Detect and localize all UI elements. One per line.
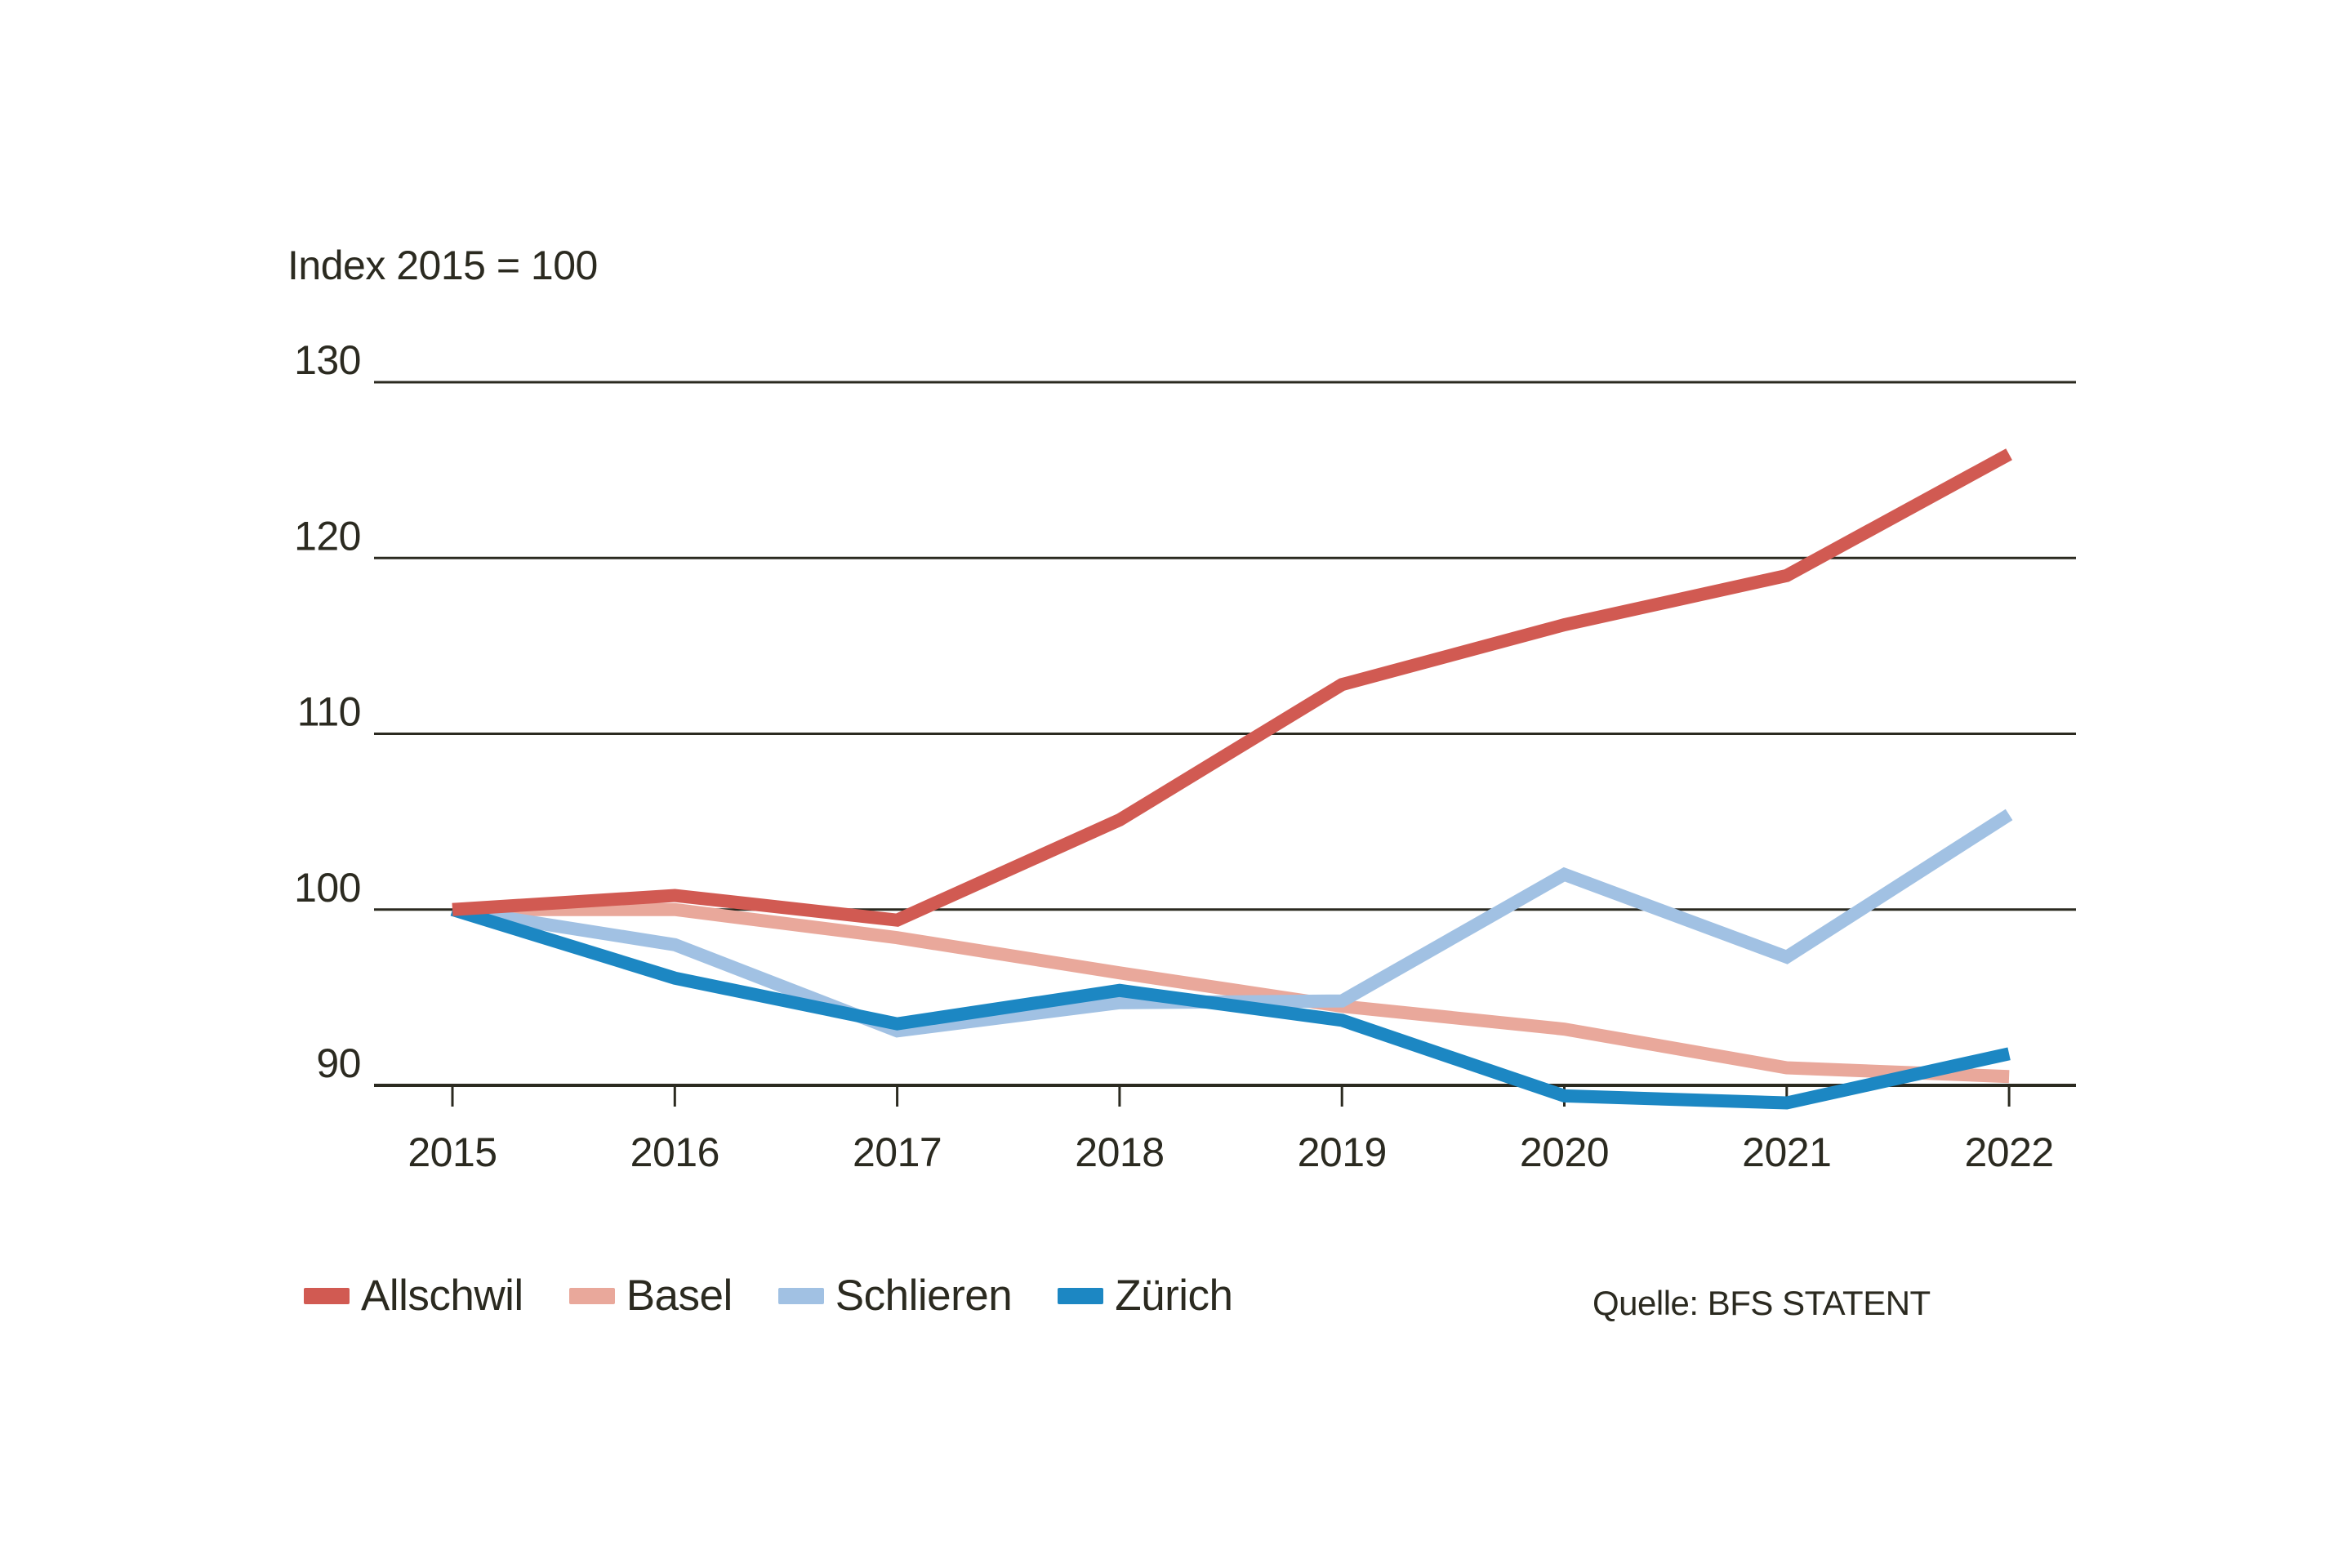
legend-swatch-schlieren [777,1287,824,1304]
chart-title: Index 2015 = 100 [287,243,598,288]
y-axis-label-90: 90 [316,1040,361,1086]
x-axis-label-2015: 2015 [408,1129,497,1175]
legend-item-basel: Basel [568,1272,733,1320]
x-axis-label-2018: 2018 [1075,1129,1164,1175]
chart-legend: Allschwil Basel Schlieren Zürich [304,1274,1233,1317]
series-line-allschwil [452,448,2012,927]
y-axis-label-100: 100 [294,865,361,911]
legend-swatch-basel [568,1287,615,1304]
legend-label-allschwil: Allschwil [361,1272,523,1320]
series-line-zurich [450,903,2011,1110]
x-axis-label-2021: 2021 [1742,1129,1831,1175]
legend-swatch-zurich [1058,1287,1104,1304]
y-axis-label-110: 110 [297,689,361,735]
x-axis-label-2022: 2022 [1964,1129,2053,1175]
series-line-schlieren [451,808,2013,1038]
legend-label-schlieren: Schlieren [835,1272,1013,1320]
legend-item-allschwil: Allschwil [304,1274,523,1317]
series-line-basel [452,902,2010,1084]
y-axis-label-130: 130 [294,337,361,383]
y-axis-label-120: 120 [294,513,361,559]
source-note: Quelle: BFS STATENT [1592,1284,1931,1322]
x-axis-label-2017: 2017 [853,1129,942,1175]
legend-swatch-allschwil [304,1287,350,1304]
legend-label-zurich: Zürich [1115,1272,1233,1320]
x-axis-label-2016: 2016 [630,1129,719,1175]
legend-label-basel: Basel [626,1272,733,1320]
x-axis-label-2020: 2020 [1520,1129,1609,1175]
legend-item-schlieren: Schlieren [777,1272,1013,1320]
x-axis-label-2019: 2019 [1298,1129,1387,1175]
legend-item-zurich: Zürich [1058,1272,1233,1320]
